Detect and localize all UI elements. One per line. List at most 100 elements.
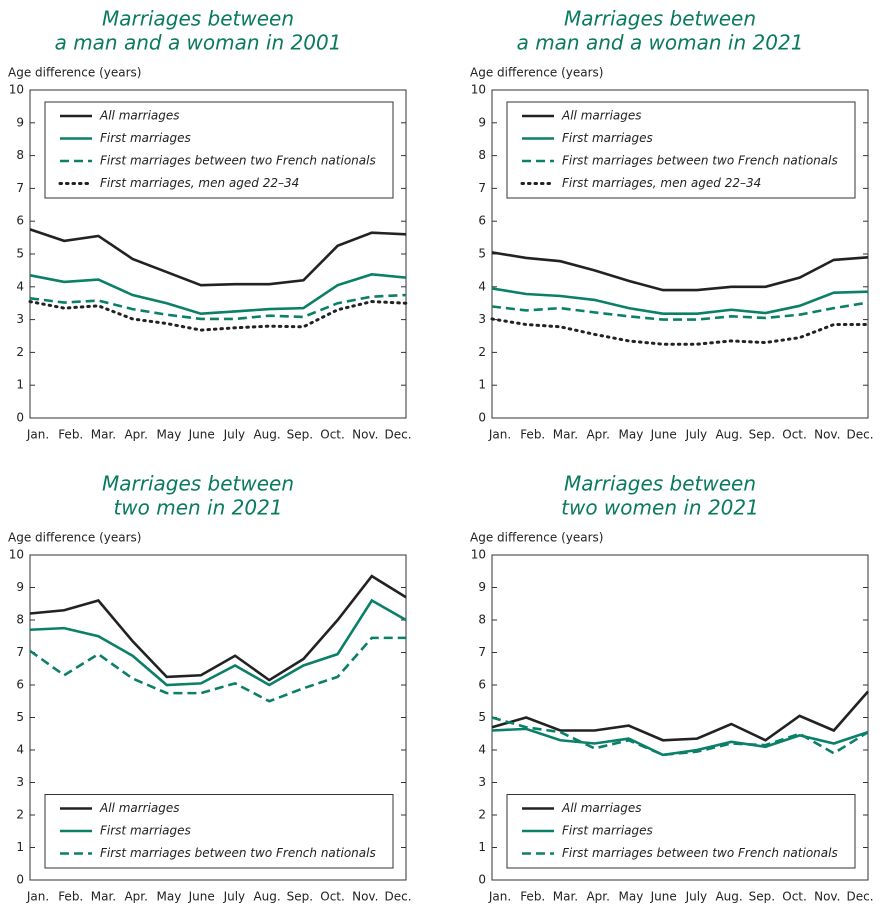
y-tick-label: 6 <box>16 678 24 692</box>
legend-label: First marriages between two French natio… <box>562 154 838 168</box>
series-line <box>490 317 870 346</box>
x-tick-label: Aug. <box>715 890 742 904</box>
series-line <box>29 574 407 682</box>
x-tick-label: Jan. <box>488 890 511 904</box>
y-tick-label: 7 <box>16 645 24 659</box>
series-line <box>491 690 869 742</box>
x-tick-label: June <box>650 890 677 904</box>
y-tick-label: 8 <box>478 148 486 162</box>
x-tick-label: Oct. <box>320 428 345 442</box>
y-tick-label: 3 <box>16 312 24 326</box>
y-tick-label: 9 <box>478 115 486 129</box>
y-tick-label: 5 <box>478 710 486 724</box>
x-tick-label: June <box>188 890 215 904</box>
x-tick-label: Aug. <box>253 890 280 904</box>
y-tick-label: 0 <box>478 411 486 425</box>
legend-label: First marriages between two French natio… <box>562 846 838 860</box>
x-tick-label: Apr. <box>586 428 609 442</box>
x-tick-label: May <box>157 890 182 904</box>
x-tick-label: Sep. <box>287 428 313 442</box>
y-tick-label: 2 <box>478 345 486 359</box>
series-line <box>28 300 408 332</box>
x-tick-label: Feb. <box>520 890 545 904</box>
y-axis-label: Age difference (years) <box>8 66 141 80</box>
legend-label: All marriages <box>99 109 180 123</box>
y-tick-label: 7 <box>16 181 24 195</box>
x-tick-label: July <box>223 428 246 442</box>
series-line <box>491 727 869 757</box>
legend-label: First marriages, men aged 22–34 <box>562 176 761 190</box>
legend-box <box>44 794 394 869</box>
chart-title: Marriages between <box>102 7 294 31</box>
y-tick-label: 0 <box>16 411 24 425</box>
y-tick-label: 7 <box>478 645 486 659</box>
x-tick-label: Mar. <box>91 890 116 904</box>
y-tick-label: 2 <box>16 345 24 359</box>
x-tick-label: Nov. <box>352 890 378 904</box>
y-tick-label: 4 <box>478 743 486 757</box>
legend-label: First marriages <box>100 824 191 838</box>
chart-title: two men in 2021 <box>113 496 282 520</box>
x-tick-label: Nov. <box>814 890 840 904</box>
y-tick-label: 6 <box>478 214 486 228</box>
y-tick-label: 8 <box>16 148 24 162</box>
x-tick-label: Mar. <box>553 428 578 442</box>
x-tick-label: Sep. <box>749 428 775 442</box>
chart-title: a man and a woman in 2001 <box>55 31 342 55</box>
x-tick-label: Oct. <box>782 428 807 442</box>
series-line <box>29 228 407 287</box>
y-tick-label: 6 <box>478 678 486 692</box>
series-line <box>29 636 406 703</box>
chart-title: a man and a woman in 2021 <box>517 31 804 55</box>
x-tick-label: Apr. <box>124 428 147 442</box>
series-line <box>29 293 407 321</box>
x-tick-label: Mar. <box>91 428 116 442</box>
y-tick-label: 10 <box>471 83 486 97</box>
x-tick-label: Sep. <box>287 890 313 904</box>
x-tick-label: Feb. <box>58 890 83 904</box>
legend-label: All marriages <box>99 801 180 815</box>
x-tick-label: Oct. <box>320 890 345 904</box>
x-tick-label: Dec. <box>846 890 873 904</box>
y-tick-label: 10 <box>9 83 24 97</box>
y-tick-label: 4 <box>16 743 24 757</box>
y-tick-label: 6 <box>16 214 24 228</box>
y-tick-label: 3 <box>16 775 24 789</box>
legend-box <box>506 794 856 869</box>
series-line <box>491 287 869 315</box>
x-tick-label: June <box>650 428 677 442</box>
x-tick-label: Dec. <box>384 890 411 904</box>
legend-label: All marriages <box>561 109 642 123</box>
y-tick-label: 2 <box>16 808 24 822</box>
legend-label: First marriages <box>562 824 653 838</box>
y-tick-label: 4 <box>16 279 24 293</box>
x-tick-label: Dec. <box>384 428 411 442</box>
y-tick-label: 8 <box>478 613 486 627</box>
legend-label: First marriages, men aged 22–34 <box>100 176 299 190</box>
x-tick-label: May <box>619 890 644 904</box>
y-tick-label: 9 <box>16 580 24 594</box>
series-line <box>29 598 407 687</box>
y-tick-label: 5 <box>16 710 24 724</box>
chart-title: Marriages between <box>564 7 756 31</box>
y-axis-label: Age difference (years) <box>470 531 603 545</box>
legend-label: First marriages <box>562 131 653 145</box>
y-tick-label: 9 <box>478 580 486 594</box>
x-tick-label: Apr. <box>586 890 609 904</box>
x-tick-label: Feb. <box>520 428 545 442</box>
legend-label: All marriages <box>561 801 642 815</box>
y-tick-label: 3 <box>478 312 486 326</box>
series-line <box>29 273 407 316</box>
legend-box <box>44 101 394 199</box>
y-axis-label: Age difference (years) <box>470 66 603 80</box>
y-tick-label: 2 <box>478 808 486 822</box>
y-tick-label: 1 <box>16 840 24 854</box>
y-tick-label: 1 <box>478 840 486 854</box>
legend-box <box>506 101 856 199</box>
x-tick-label: Nov. <box>814 428 840 442</box>
x-tick-label: May <box>619 428 644 442</box>
y-tick-label: 4 <box>478 279 486 293</box>
y-tick-label: 1 <box>478 378 486 392</box>
legend-label: First marriages <box>100 131 191 145</box>
